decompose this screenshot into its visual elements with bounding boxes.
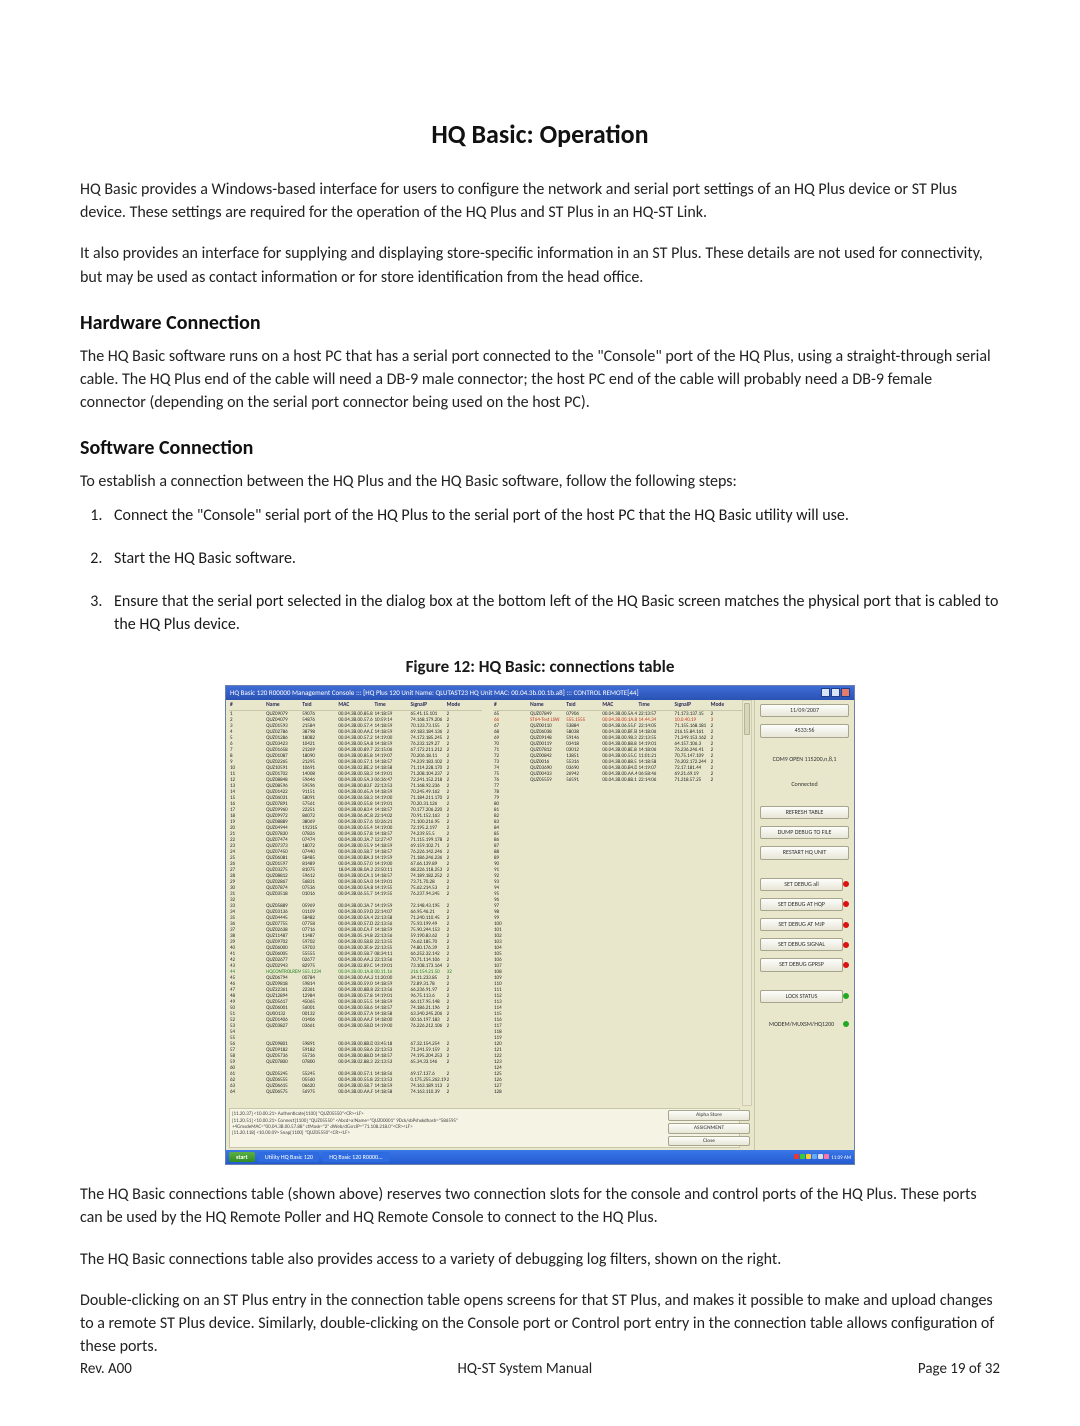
hardware-connection-heading: Hardware Connection [80, 311, 1000, 335]
step-3: Ensure that the serial port selected in … [106, 590, 1000, 636]
intro-paragraph-1: HQ Basic provides a Windows-based interf… [80, 178, 1000, 224]
connections-table-left[interactable]: #NameTxidMACTimeSignalPMode 1QUZ09079590… [229, 702, 482, 1095]
table-header: MAC [601, 702, 637, 710]
set-debug-all-button[interactable]: SET DEBUG all [760, 878, 843, 891]
alpha-store-button[interactable]: Alpha Store [668, 1110, 750, 1121]
connected-label: Connected [760, 781, 849, 788]
taskbar-item[interactable]: HQ Basic 120 R0000... [323, 1152, 388, 1162]
software-connection-heading: Software Connection [80, 436, 1000, 460]
log-panel: [11.20.37] <10.00.21> Authenticate[1100]… [229, 1108, 740, 1148]
table-header: Time [637, 702, 673, 710]
date-display: 11/09/2007 [760, 704, 849, 717]
intro-paragraph-2: It also provides an interface for supply… [80, 242, 1000, 288]
figure-screenshot: HQ Basic 120 R00000 Management Console :… [225, 685, 855, 1165]
footer-doc-title: HQ-ST System Manual [458, 1360, 593, 1378]
restart-hq-button[interactable]: RESTART HQ UNIT [760, 846, 849, 859]
step-1: Connect the "Console" serial port of the… [106, 504, 1000, 527]
step-2: Start the HQ Basic software. [106, 547, 1000, 570]
window-title-text: HQ Basic 120 R00000 Management Console :… [230, 689, 639, 697]
led-icon [843, 993, 849, 999]
taskbar: start Utility HQ Basic 120 HQ Basic 120 … [226, 1150, 854, 1164]
after-paragraph-2: The HQ Basic connections table also prov… [80, 1248, 1000, 1271]
led-icon [843, 1021, 849, 1027]
window-titlebar: HQ Basic 120 R00000 Management Console :… [226, 686, 854, 700]
lock-status-button[interactable]: LOCK STATUS [760, 990, 843, 1003]
table-header: Name [529, 702, 565, 710]
table-row[interactable]: 128 [493, 1089, 746, 1095]
log-line: [11.20.118] <10.00.09> Snap[1100] "QUZ05… [232, 1130, 737, 1136]
table-header: SignalP [674, 702, 710, 710]
led-icon [843, 922, 849, 928]
table-header: # [493, 702, 529, 710]
table-header: MAC [337, 702, 373, 710]
steps-list: Connect the "Console" serial port of the… [80, 504, 1000, 637]
close-button[interactable]: Close [668, 1136, 750, 1147]
set-debug-at-mjp-button[interactable]: SET DEBUG AT MJP [760, 918, 843, 931]
table-header: # [229, 702, 265, 710]
table-header: SignalP [410, 702, 446, 710]
set-debug-gprsp-button[interactable]: SET DEBUG GPRSP [760, 958, 843, 971]
table-header: Mode [710, 702, 746, 710]
page-title: HQ Basic: Operation [80, 118, 1000, 150]
led-icon [843, 962, 849, 968]
table-header: Txid [301, 702, 337, 710]
table-header: Name [265, 702, 301, 710]
table-header: Mode [446, 702, 482, 710]
assignment-button[interactable]: ASSIGNMENT [668, 1123, 750, 1134]
after-paragraph-3: Double-clicking on an ST Plus entry in t… [80, 1289, 1000, 1359]
taskbar-item[interactable]: Utility HQ Basic 120 [259, 1152, 319, 1162]
refresh-table-button[interactable]: REFRESH TABLE [760, 806, 849, 819]
set-debug-at-hqp-button[interactable]: SET DEBUG AT HQP [760, 898, 843, 911]
dump-debug-button[interactable]: DUMP DEBUG TO FILE [760, 826, 849, 839]
window-buttons[interactable] [820, 688, 850, 699]
figure-caption: Figure 12: HQ Basic: connections table [80, 656, 1000, 677]
system-tray: 11:09 AM [794, 1154, 851, 1161]
table-row[interactable]: 64QUZ065755697500.04.3B.00.AA.FF14:18:58… [229, 1089, 482, 1095]
footer-revision: Rev. A00 [80, 1360, 132, 1378]
table-scrollbar[interactable] [742, 700, 752, 1106]
taskbar-clock: 11:09 AM [831, 1155, 851, 1161]
connections-table-right[interactable]: #NameTxidMACTimeSignalPMode 65QUZ0784907… [493, 702, 746, 1095]
hardware-connection-text: The HQ Basic software runs on a host PC … [80, 345, 1000, 415]
modem-status-label: MODEM/MUXSM/HQ1200 [760, 1021, 843, 1028]
start-button[interactable]: start [229, 1152, 255, 1162]
counter-display: 4533:56 [760, 724, 849, 737]
after-paragraph-1: The HQ Basic connections table (shown ab… [80, 1183, 1000, 1229]
right-panel: 11/09/2007 4533:56 COM9 OPEN 115200,n,8,… [754, 700, 854, 1150]
footer-page-number: Page 19 of 32 [918, 1360, 1000, 1378]
led-icon [843, 942, 849, 948]
page-footer: Rev. A00 HQ-ST System Manual Page 19 of … [80, 1360, 1000, 1378]
software-connection-intro: To establish a connection between the HQ… [80, 470, 1000, 493]
led-icon [843, 881, 849, 887]
com-status-label: COM9 OPEN 115200,n,8,1 [760, 756, 849, 763]
led-icon [843, 901, 849, 907]
table-header: Time [373, 702, 409, 710]
table-row[interactable]: 62QUZ065550556000.04.3B.00.55.8822:13:53… [229, 1077, 482, 1083]
set-debug-signal-button[interactable]: SET DEBUG SIGNAL [760, 938, 843, 951]
table-header: Txid [565, 702, 601, 710]
